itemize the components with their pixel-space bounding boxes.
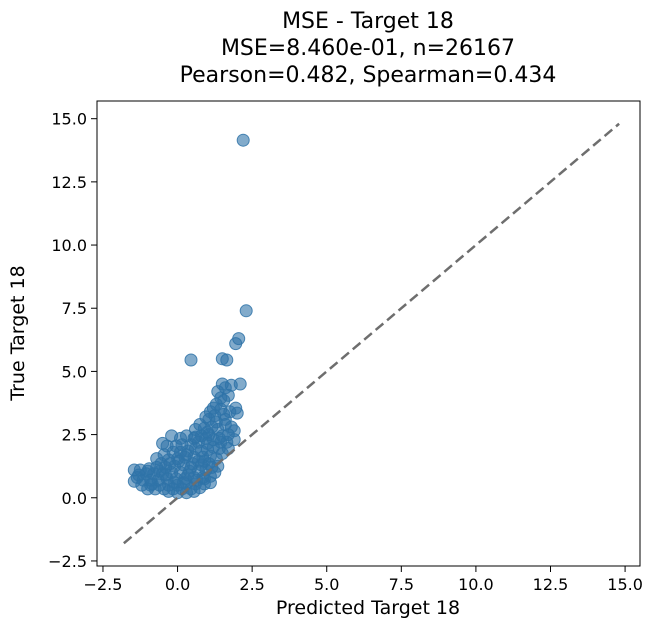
data-point-133 — [163, 457, 177, 471]
data-point-130 — [184, 460, 198, 474]
data-point-136 — [212, 431, 226, 445]
y-axis-label: True Target 18 — [7, 265, 29, 401]
x-tick-label-5: 10.0 — [458, 575, 494, 594]
data-point-134 — [189, 430, 202, 444]
data-point-119 — [162, 484, 176, 498]
x-tick-label-7: 15.0 — [607, 575, 643, 594]
y-tick-label-4: 7.5 — [62, 299, 87, 318]
x-tick-label-4: 7.5 — [389, 575, 414, 594]
x-axis-label: Predicted Target 18 — [276, 597, 460, 619]
data-point-145 — [159, 468, 173, 482]
x-axis: −2.5 0.0 2.5 5.0 7.5 10.0 12.5 15.0 — [84, 566, 643, 594]
data-point-144 — [141, 464, 155, 478]
y-tick-label-6: 12.5 — [51, 173, 87, 192]
reference-line — [123, 122, 620, 545]
title-line-1: MSE - Target 18 — [282, 9, 454, 34]
data-point-137 — [218, 412, 232, 426]
points-layer — [127, 133, 253, 500]
y-axis: −2.5 0.0 2.5 5.0 7.5 10.0 12.5 15.0 — [48, 110, 97, 571]
data-point-143 — [130, 471, 144, 484]
data-point-0 — [236, 133, 250, 147]
x-tick-label-2: 2.5 — [239, 575, 264, 594]
data-point-128 — [145, 477, 159, 491]
y-tick-label-3: 5.0 — [62, 362, 87, 381]
plot-frame — [96, 100, 641, 567]
title-line-3: Pearson=0.482, Spearman=0.434 — [180, 63, 557, 88]
y-tick-label-7: 15.0 — [51, 110, 87, 129]
y-tick-label-1: 0.0 — [62, 489, 87, 508]
data-point-3 — [229, 337, 243, 351]
title-line-2: MSE=8.460e-01, n=26167 — [221, 36, 515, 61]
data-point-120 — [187, 484, 201, 498]
x-tick-label-6: 12.5 — [533, 575, 569, 594]
x-tick-label-3: 5.0 — [314, 575, 339, 594]
chart-title: MSE - Target 18 MSE=8.460e-01, n=26167 P… — [180, 9, 557, 88]
y-tick-label-2: 2.5 — [62, 426, 87, 445]
data-point-18 — [230, 406, 244, 420]
data-point-146 — [197, 454, 211, 468]
data-point-140 — [169, 439, 183, 453]
data-point-141 — [177, 476, 190, 490]
x-tick-label-0: −2.5 — [84, 575, 123, 594]
plot-area — [123, 122, 620, 545]
x-tick-label-1: 0.0 — [165, 575, 190, 594]
y-tick-label-5: 10.0 — [51, 236, 87, 255]
data-point-124 — [227, 433, 241, 447]
data-point-1 — [239, 304, 253, 318]
y-tick-label-0: −2.5 — [48, 552, 87, 571]
data-point-6 — [184, 353, 198, 367]
data-point-139 — [180, 448, 193, 462]
data-point-138 — [200, 436, 214, 450]
data-point-5 — [220, 353, 234, 367]
